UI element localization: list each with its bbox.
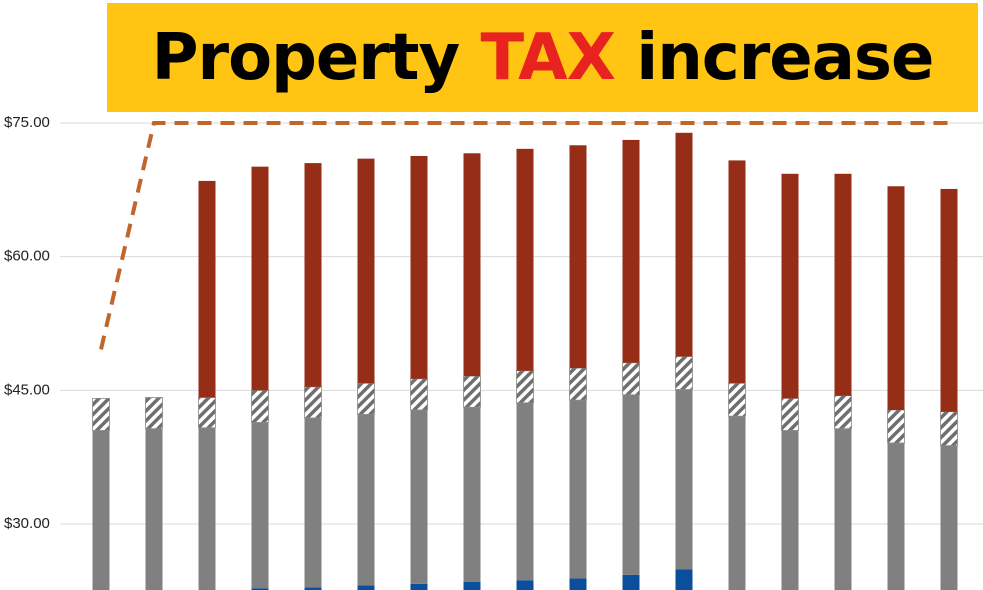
bar-segment	[675, 569, 693, 590]
bar-segment	[198, 180, 216, 398]
bar-segment	[940, 445, 958, 590]
bar-segment	[463, 375, 481, 408]
title-banner: Property TAX increase	[107, 3, 978, 112]
bar-segment	[781, 430, 799, 590]
bar-segment	[357, 382, 375, 415]
bar-segment	[92, 430, 110, 590]
bar-segment	[463, 581, 481, 590]
bar-segment	[251, 588, 269, 590]
bar-segment	[357, 414, 375, 586]
bar-segment	[622, 362, 640, 396]
bar-segment	[622, 574, 640, 590]
bar-segment	[781, 397, 799, 431]
bar-segment	[304, 163, 322, 387]
bar-segment	[516, 580, 534, 590]
bar-segment	[145, 428, 163, 590]
bar-segment	[834, 395, 852, 430]
bar-segment	[304, 386, 322, 419]
bar-segment	[516, 148, 534, 371]
bar-segment	[410, 409, 428, 584]
bar-segment	[675, 356, 693, 390]
bar-segment	[569, 400, 587, 579]
bar-segment	[463, 407, 481, 582]
bar-segment	[675, 389, 693, 570]
bar-segment	[834, 173, 852, 396]
bar-segment	[569, 578, 587, 590]
y-tick-label: $60.00	[4, 248, 50, 265]
bar-segment	[622, 394, 640, 575]
title-part: increase	[636, 20, 934, 95]
bar-segment	[781, 173, 799, 399]
bar-segment	[198, 397, 216, 429]
bar-segment	[728, 416, 746, 590]
dashed-line	[99, 120, 949, 350]
bar-segment	[357, 158, 375, 384]
bar-segment	[251, 422, 269, 589]
bar-segment	[728, 160, 746, 384]
bar-segment	[410, 583, 428, 590]
bar-segment	[410, 155, 428, 379]
bar-segment	[569, 145, 587, 369]
bar-segment	[304, 417, 322, 588]
bar-segment	[675, 132, 693, 357]
y-tick-label: $30.00	[4, 515, 50, 532]
bar-segment	[940, 411, 958, 447]
bar-segment	[887, 409, 905, 444]
bar-segment	[251, 166, 269, 391]
bar-segment	[198, 427, 216, 590]
bar-segment	[728, 382, 746, 417]
bar-segment	[304, 587, 322, 590]
bar-segment	[145, 397, 163, 430]
bar-segment	[463, 153, 481, 377]
bar-segment	[516, 402, 534, 581]
bar-segment	[569, 367, 587, 401]
bar-segment	[940, 188, 958, 412]
bar-segment	[251, 389, 269, 423]
title-part: TAX	[480, 20, 616, 95]
bar-segment	[92, 397, 110, 431]
y-tick-label: $75.00	[4, 114, 50, 131]
bar-segment	[357, 585, 375, 590]
bar-segment	[887, 186, 905, 410]
title-part: Property	[151, 20, 461, 95]
bar-segment	[622, 139, 640, 363]
bar-segment	[887, 442, 905, 590]
bar-segment	[834, 428, 852, 590]
bar-segment	[410, 378, 428, 411]
y-tick-label: $45.00	[4, 381, 50, 398]
bar-segment	[516, 370, 534, 404]
